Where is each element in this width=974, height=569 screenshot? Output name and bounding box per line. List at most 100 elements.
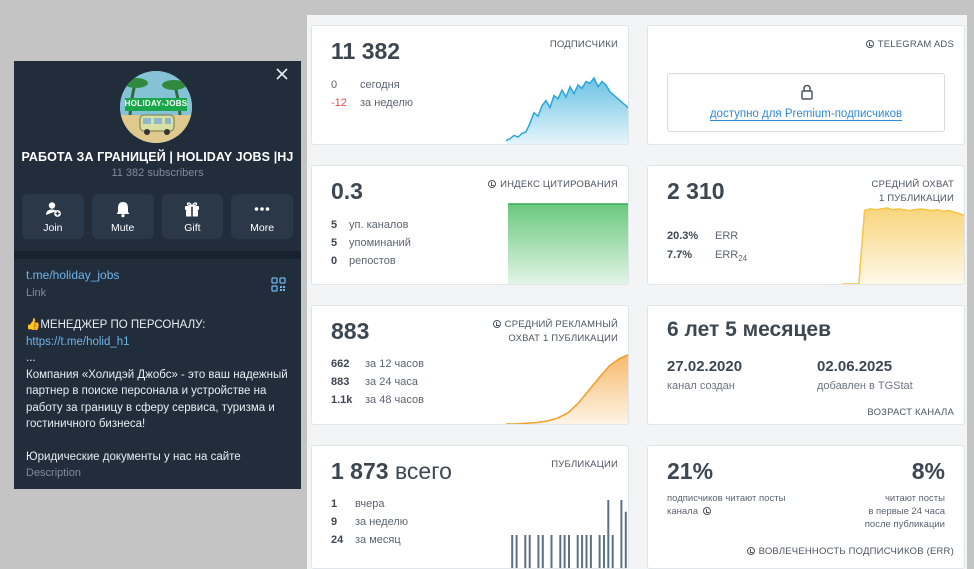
channel-info-panel: HOLIDAY-JOBS РАБОТА ЗА ГРАНИЦЕЙ | HOLIDA… — [14, 61, 301, 489]
created-date: 27.02.2020 — [667, 358, 743, 375]
posts-bar-chart — [511, 500, 627, 568]
stat-row-value: 20.3% — [667, 230, 699, 242]
added-date: 02.06.2025 — [817, 358, 893, 375]
more-dots-icon — [254, 206, 270, 211]
posts-bar — [581, 535, 584, 568]
gift-button[interactable]: Gift — [161, 194, 224, 239]
stat-row-value: 0 — [331, 79, 338, 91]
engagement-right-value: 8% — [911, 458, 945, 484]
description-line: Компания «Холидэй Джобс» - это ваш надеж… — [26, 368, 288, 431]
description-line: ... — [26, 352, 36, 364]
engagement-right-label: читают посты в первые 24 часа после публ… — [864, 493, 945, 530]
clock-icon — [488, 180, 497, 188]
ad-reach-label: СРЕДНИЙ РЕКЛАМНЫЙ ОХВАТ 1 ПУБЛИКАЦИИ — [492, 318, 618, 346]
premium-link[interactable]: доступно для Premium-подписчиков — [709, 108, 903, 121]
stat-row-value: 883 — [331, 376, 350, 388]
citation-index-label: ИНДЕКС ЦИТИРОВАНИЯ — [488, 178, 618, 192]
description-link[interactable]: https://t.me/holid_h1 — [26, 335, 130, 348]
posts-bar — [576, 535, 579, 568]
posts-label: ПУБЛИКАЦИИ — [551, 459, 618, 470]
ad-reach-card[interactable]: 883 СРЕДНИЙ РЕКЛАМНЫЙ ОХВАТ 1 ПУБЛИКАЦИИ… — [311, 305, 629, 425]
gift-icon — [185, 201, 200, 216]
stat-row: 24 за месяц — [331, 534, 401, 546]
subscribers-sparkline — [506, 76, 628, 144]
channel-actions: Join Mute Gift More — [22, 194, 293, 239]
description-label: Description — [26, 467, 82, 479]
avatar-logo-text: HOLIDAY-JOBS — [124, 99, 188, 108]
stat-row-value: -12 — [331, 97, 347, 109]
stat-row: 20.3% ERR — [667, 230, 738, 242]
subscribers-area — [506, 78, 628, 144]
qr-code-icon[interactable] — [271, 277, 286, 292]
posts-value: 1 873 всего — [331, 458, 452, 484]
posts-bar — [603, 535, 605, 568]
stat-row: 0 сегодня — [331, 79, 400, 91]
stat-row-value: 5 — [331, 219, 338, 231]
info-icon[interactable] — [702, 507, 711, 515]
average-reach-label: СРЕДНИЙ ОХВАТ 1 ПУБЛИКАЦИИ — [871, 179, 954, 204]
stat-row-value: 24 — [331, 534, 344, 546]
stat-row-label: за 12 часов — [365, 358, 424, 370]
clock-icon — [746, 547, 755, 555]
stat-row-subscript: 24 — [738, 254, 748, 264]
channel-stats-grid: 11 382 ПОДПИСЧИКИ 0 сегодня -12 за неделю … — [307, 15, 967, 569]
stat-row: 9 за неделю — [331, 516, 408, 528]
stat-row-label: уп. каналов — [349, 219, 409, 231]
posts-bar — [559, 535, 562, 568]
join-button[interactable]: Join — [22, 194, 84, 239]
reach-area — [842, 208, 964, 284]
add-user-icon — [45, 201, 61, 217]
description-line: Юридические документы у нас на сайте — [26, 451, 241, 463]
posts-bar — [511, 535, 514, 568]
subscribers-card[interactable]: 11 382 ПОДПИСЧИКИ 0 сегодня -12 за неделю — [311, 25, 629, 145]
gift-label: Gift — [184, 221, 201, 234]
stat-row: 5 упоминаний — [331, 237, 411, 249]
premium-locked-box: доступно для Premium-подписчиков — [667, 73, 945, 132]
posts-card[interactable]: 1 873 всего ПУБЛИКАЦИИ 1 вчера 9 за неделю… — [311, 445, 629, 569]
stat-row-value: 9 — [331, 516, 338, 528]
channel-age-value: 6 лет 5 месяцев — [667, 318, 831, 341]
join-label: Join — [43, 221, 63, 234]
engagement-label: ВОВЛЕЧЕННОСТЬ ПОДПИСЧИКОВ (ERR) — [746, 545, 954, 559]
description-line: 👍МЕНЕДЖЕР ПО ПЕРСОНАЛУ: — [26, 319, 206, 331]
ad-reach-line — [506, 354, 628, 424]
subscribers-line — [506, 76, 628, 142]
engagement-card: 21% подписчиков читают посты канала 8% ч… — [647, 445, 965, 569]
close-icon[interactable] — [275, 67, 289, 81]
citation-index-card[interactable]: 0.3 ИНДЕКС ЦИТИРОВАНИЯ 5 уп. каналов 5 упо… — [311, 165, 629, 285]
stat-row: 7.7% ERR24 — [667, 249, 747, 263]
posts-bar — [607, 500, 610, 568]
channel-title: РАБОТА ЗА ГРАНИЦЕЙ | HOLIDAY JOBS |HJ — [21, 150, 294, 164]
mute-button[interactable]: Mute — [91, 194, 154, 239]
telegram-ads-label: TELEGRAM ADS — [865, 38, 954, 52]
mute-label: Mute — [110, 221, 135, 234]
stat-row: 1.1k за 48 часов — [331, 394, 424, 406]
channel-link[interactable]: t.me/holiday_jobs — [26, 268, 120, 282]
channel-avatar: HOLIDAY-JOBS — [120, 71, 192, 143]
subscriber-count: 11 382 subscribers — [111, 167, 204, 179]
stat-row-value: 0 — [331, 255, 338, 267]
reach-line — [842, 207, 964, 284]
stat-row: 0 репостов — [331, 255, 396, 267]
stat-row-label: за неделю — [360, 97, 414, 109]
posts-bar — [624, 511, 627, 568]
ad-reach-area — [506, 354, 628, 424]
channel-age-label: ВОЗРАСТ КАНАЛА — [867, 407, 954, 418]
engagement-left-label: подписчиков читают посты канала — [667, 493, 786, 517]
posts-bar — [563, 535, 566, 568]
stat-row-label: ERR — [715, 249, 739, 261]
posts-bar — [541, 535, 544, 568]
channel-link-label: Link — [26, 287, 47, 299]
posts-bar — [598, 535, 601, 568]
stat-row-label: сегодня — [360, 79, 400, 91]
citation-area — [508, 204, 628, 284]
citation-chart — [508, 203, 628, 284]
posts-bar — [528, 535, 531, 568]
average-reach-card[interactable]: 2 310 СРЕДНИЙ ОХВАТ 1 ПУБЛИКАЦИИ 20.3% ER… — [647, 165, 965, 285]
stat-row-label: вчера — [355, 498, 385, 510]
stat-row-value: 5 — [331, 237, 338, 249]
posts-bar — [550, 535, 553, 568]
more-button[interactable]: More — [231, 194, 293, 239]
clock-icon — [865, 40, 874, 48]
stat-row-label: за 24 часа — [365, 376, 418, 388]
